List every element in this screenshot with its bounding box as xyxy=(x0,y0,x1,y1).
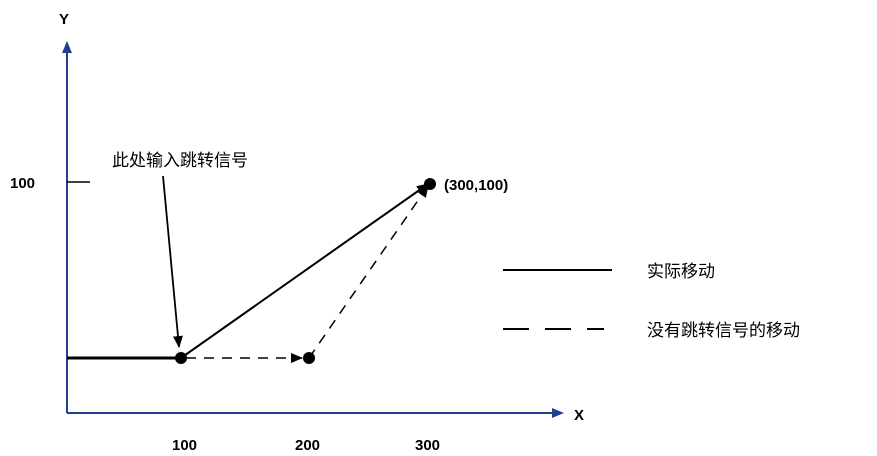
nojump-path-diagonal xyxy=(308,185,429,359)
point-jump-input xyxy=(175,352,187,364)
jump-input-pointer xyxy=(162,175,183,348)
x-tick-label-300: 300 xyxy=(415,437,440,454)
point-200 xyxy=(303,352,315,364)
end-point-label: (300,100) xyxy=(444,177,508,194)
y-axis-label: Y xyxy=(59,11,69,28)
jump-input-annotation: 此处输入跳转信号 xyxy=(112,151,248,171)
x-tick-label-200: 200 xyxy=(295,437,320,454)
point-end xyxy=(424,178,436,190)
actual-path-diagonal xyxy=(180,183,429,359)
x-axis-label: X xyxy=(574,407,584,424)
legend-nojump-label: 没有跳转信号的移动 xyxy=(647,321,800,341)
x-tick-label-100: 100 xyxy=(172,437,197,454)
legend-actual-label: 实际移动 xyxy=(647,262,715,282)
y-tick-label-100: 100 xyxy=(10,175,35,192)
